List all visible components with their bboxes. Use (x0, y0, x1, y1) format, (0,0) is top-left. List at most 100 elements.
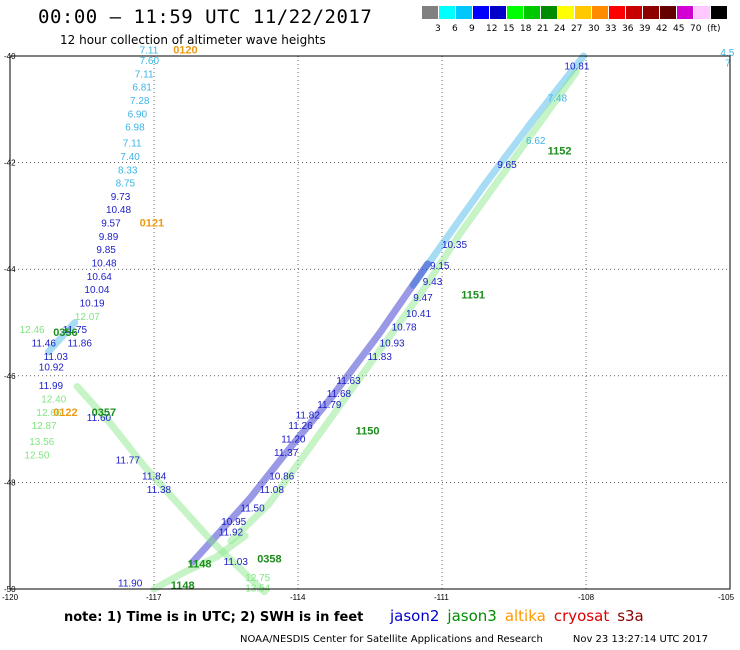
wave-height-label: 10.78 (392, 323, 417, 334)
wave-height-label: 10.95 (221, 517, 246, 528)
map-frame (9, 55, 731, 590)
mission-legend: jason2 jason3 altika cryosat s3a (390, 607, 652, 625)
color-scale-label: 12 (486, 24, 498, 34)
page-title: 00:00 – 11:59 UTC 11/22/2017 (38, 6, 373, 28)
wave-height-labels: 7.117.607.116.817.286.906.987.117.408.33… (20, 44, 735, 594)
axis-labels: -40-42-44-46-48-50-120 -117 -114 -111 -108 -1… (2, 52, 735, 602)
satellite-track (409, 52, 588, 289)
wave-height-label: 10.19 (80, 299, 105, 310)
color-swatch (490, 6, 507, 19)
wave-height-label: 11.03 (224, 557, 249, 568)
wave-height-label: 10.04 (84, 285, 109, 296)
color-scale-label: 45 (673, 24, 685, 34)
pass-time-label: 0120 (173, 44, 197, 56)
wave-height-label: 12.46 (20, 325, 45, 336)
wave-height-label: 10.48 (92, 259, 117, 270)
wave-height-label: 11.84 (142, 472, 167, 483)
lon-tick-label: -108 (578, 593, 595, 602)
color-swatch (609, 6, 626, 19)
wave-height-label: 9.73 (111, 192, 131, 203)
wave-height-label: 11.20 (281, 434, 306, 445)
pass-time-label: 0122 (53, 407, 77, 419)
wave-height-label: 11.38 (147, 485, 172, 496)
lat-lon-grid (10, 56, 730, 589)
satellite-track (188, 260, 432, 566)
wave-height-label: 11.86 (68, 339, 93, 350)
pass-time-label: 0358 (257, 553, 281, 565)
pass-time-label: 0356 (53, 327, 77, 339)
wave-height-label: 12.07 (75, 312, 100, 323)
wave-height-label: 11.77 (116, 456, 141, 467)
pass-time-label: 1148 (171, 580, 195, 592)
color-swatch (711, 6, 728, 19)
wave-height-label: 9.47 (413, 293, 433, 304)
wave-height-label: 10.41 (406, 309, 431, 320)
wave-height-label: 8.33 (118, 165, 138, 176)
wave-height-label: 9.65 (497, 160, 517, 171)
pass-time-label: 0121 (140, 218, 164, 230)
wave-height-label: 9.89 (99, 232, 119, 243)
color-scale-label: 18 (520, 24, 532, 34)
footnote: note: 1) Time is in UTC; 2) SWH is in fe… (64, 610, 364, 625)
mission-legend-entry: jason2 (390, 607, 440, 625)
wave-height-label: 10.64 (87, 272, 112, 283)
color-scale-label: 24 (554, 24, 566, 34)
color-swatch (660, 6, 677, 19)
wave-height-label: 7.11 (140, 45, 159, 56)
wave-height-label: 11.50 (240, 504, 265, 515)
wave-height-label: 11.90 (118, 578, 143, 589)
color-scale-label: 36 (622, 24, 634, 34)
satellite-track (227, 68, 580, 545)
lon-tick-label: -120 (2, 593, 19, 602)
color-scale-label: 30 (588, 24, 600, 34)
color-scale-label: (ft) (707, 24, 721, 34)
wave-height-label: 11.79 (317, 400, 342, 411)
wave-height-label: 10.35 (442, 240, 467, 251)
color-scale-label: 33 (605, 24, 617, 34)
wave-height-label: 11.68 (327, 389, 352, 400)
wave-height-label: 12.66 (36, 408, 61, 419)
color-swatch (575, 6, 592, 19)
color-scale-label: 15 (503, 24, 515, 34)
mission-legend-entry: altika (504, 607, 546, 625)
wave-height-label: 7.60 (140, 56, 160, 67)
color-scale-label: 9 (469, 24, 475, 34)
mission-legend-entry: cryosat (553, 607, 610, 625)
wave-height-label: 11.83 (368, 352, 393, 363)
wave-height-label: 11.37 (274, 448, 299, 459)
wave-height-label: 6.62 (526, 136, 546, 147)
wave-height-label: 13.56 (29, 437, 54, 448)
pass-time-label: 1148 (188, 559, 212, 571)
wave-height-label: 12.75 (245, 573, 270, 584)
satellite-track (73, 383, 268, 596)
wave-height-label: 9.57 (101, 219, 121, 230)
color-swatch (626, 6, 643, 19)
color-scale-label: 39 (639, 24, 651, 34)
color-swatch (422, 6, 439, 19)
pass-time-label: 1150 (356, 425, 380, 437)
lon-tick-label: -117 (146, 593, 162, 602)
wave-height-label: 8.75 (116, 179, 136, 190)
color-swatch (541, 6, 558, 19)
wave-height-label: 11.82 (296, 410, 321, 421)
color-scale-label: 6 (452, 24, 458, 34)
color-swatch (643, 6, 660, 19)
wave-height-label: 6.98 (125, 123, 145, 134)
wave-height-label: 4.5 (720, 48, 734, 59)
mission-legend-entry: jason3 (447, 607, 497, 625)
wave-height-label: 9.15 (430, 261, 450, 272)
wave-height-label: 12.40 (41, 394, 66, 405)
wave-height-label: 12.87 (32, 421, 57, 432)
wave-height-label: 10.86 (269, 472, 294, 483)
wave-height-label: 10.81 (564, 61, 589, 72)
color-swatch (558, 6, 575, 19)
color-swatch (473, 6, 490, 19)
wave-height-label: 11.03 (44, 352, 69, 363)
pass-time-label: 1152 (548, 146, 572, 158)
wave-height-label: 10.48 (106, 205, 131, 216)
wave-height-label: 10.93 (380, 339, 405, 350)
color-swatch (592, 6, 609, 19)
color-swatch (677, 6, 694, 19)
wave-height-label: 11.46 (32, 339, 57, 350)
wave-height-label: 11.26 (288, 421, 313, 432)
